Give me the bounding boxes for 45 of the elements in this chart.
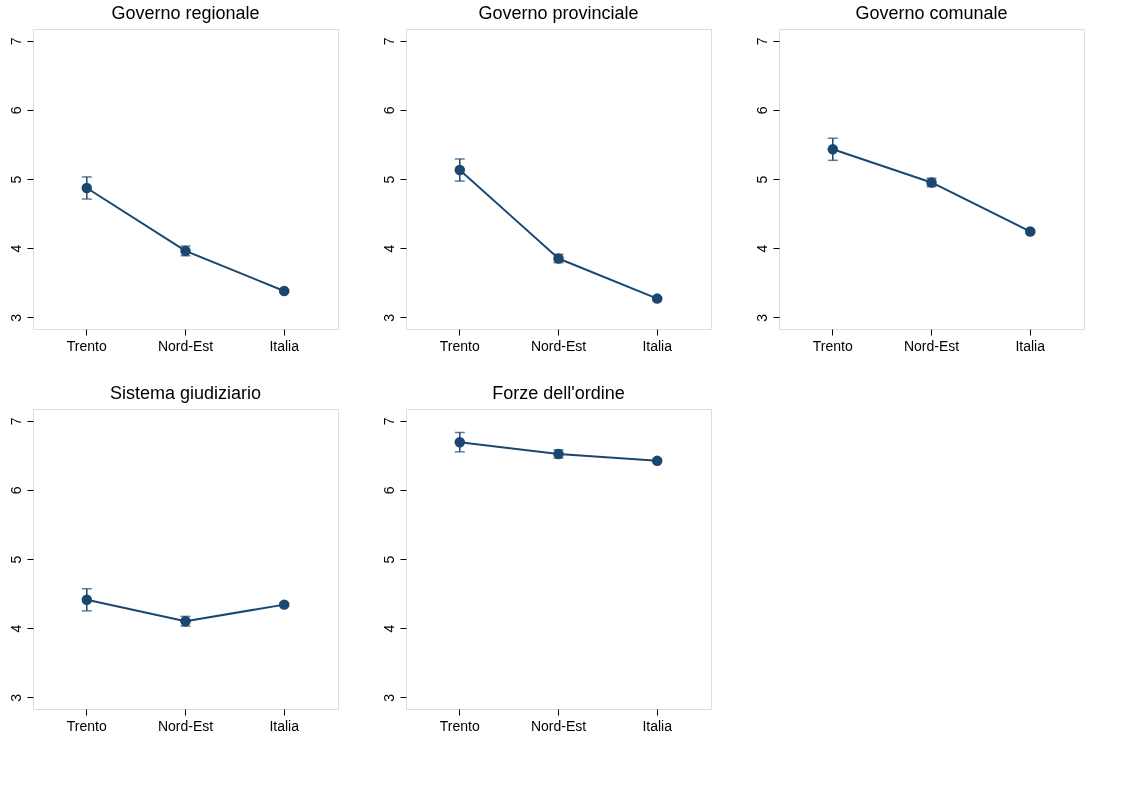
y-tick-label: 5 bbox=[7, 175, 24, 184]
chart-title: Governo comunale bbox=[855, 3, 1008, 23]
y-tick-label: 3 bbox=[380, 313, 397, 322]
x-tick-label: Trento bbox=[439, 717, 480, 734]
y-tick-label: 4 bbox=[7, 624, 24, 633]
y-tick-label: 3 bbox=[7, 313, 24, 322]
x-tick-label: Nord-Est bbox=[903, 337, 960, 354]
y-tick-label: 4 bbox=[380, 244, 397, 253]
chart-title: Governo regionale bbox=[111, 3, 260, 23]
chart-title: Sistema giudiziario bbox=[109, 383, 262, 403]
y-tick-label: 7 bbox=[7, 417, 24, 426]
y-tick-label: 5 bbox=[380, 175, 397, 184]
y-tick-label: 3 bbox=[753, 313, 770, 322]
y-tick-label: 7 bbox=[753, 37, 770, 46]
y-tick-label: 4 bbox=[7, 244, 24, 253]
chart-title: Forze dell'ordine bbox=[492, 383, 625, 403]
x-tick-label: Trento bbox=[66, 717, 107, 734]
x-tick-label: Italia bbox=[642, 717, 673, 734]
y-tick-label: 6 bbox=[7, 106, 24, 115]
x-tick-label: Nord-Est bbox=[530, 717, 587, 734]
y-tick-label: 3 bbox=[380, 693, 397, 702]
x-tick-label: Trento bbox=[439, 337, 480, 354]
y-tick-label: 5 bbox=[7, 555, 24, 564]
y-tick-label: 4 bbox=[380, 624, 397, 633]
y-tick-label: 7 bbox=[380, 37, 397, 46]
y-tick-label: 6 bbox=[380, 486, 397, 495]
x-tick-label: Nord-Est bbox=[157, 337, 214, 354]
y-tick-label: 5 bbox=[753, 175, 770, 184]
x-tick-label: Italia bbox=[1015, 337, 1046, 354]
y-tick-label: 3 bbox=[7, 693, 24, 702]
x-tick-label: Italia bbox=[642, 337, 673, 354]
x-tick-label: Nord-Est bbox=[530, 337, 587, 354]
y-tick-label: 6 bbox=[753, 106, 770, 115]
x-tick-label: Trento bbox=[66, 337, 107, 354]
x-tick-label: Nord-Est bbox=[157, 717, 214, 734]
chart-title: Governo provinciale bbox=[478, 3, 639, 23]
y-tick-label: 6 bbox=[7, 486, 24, 495]
x-tick-label: Trento bbox=[812, 337, 853, 354]
y-tick-label: 7 bbox=[7, 37, 24, 46]
y-tick-label: 4 bbox=[753, 244, 770, 253]
x-tick-label: Italia bbox=[269, 717, 300, 734]
y-tick-label: 6 bbox=[380, 106, 397, 115]
y-tick-label: 5 bbox=[380, 555, 397, 564]
y-tick-label: 7 bbox=[380, 417, 397, 426]
x-tick-label: Italia bbox=[269, 337, 300, 354]
